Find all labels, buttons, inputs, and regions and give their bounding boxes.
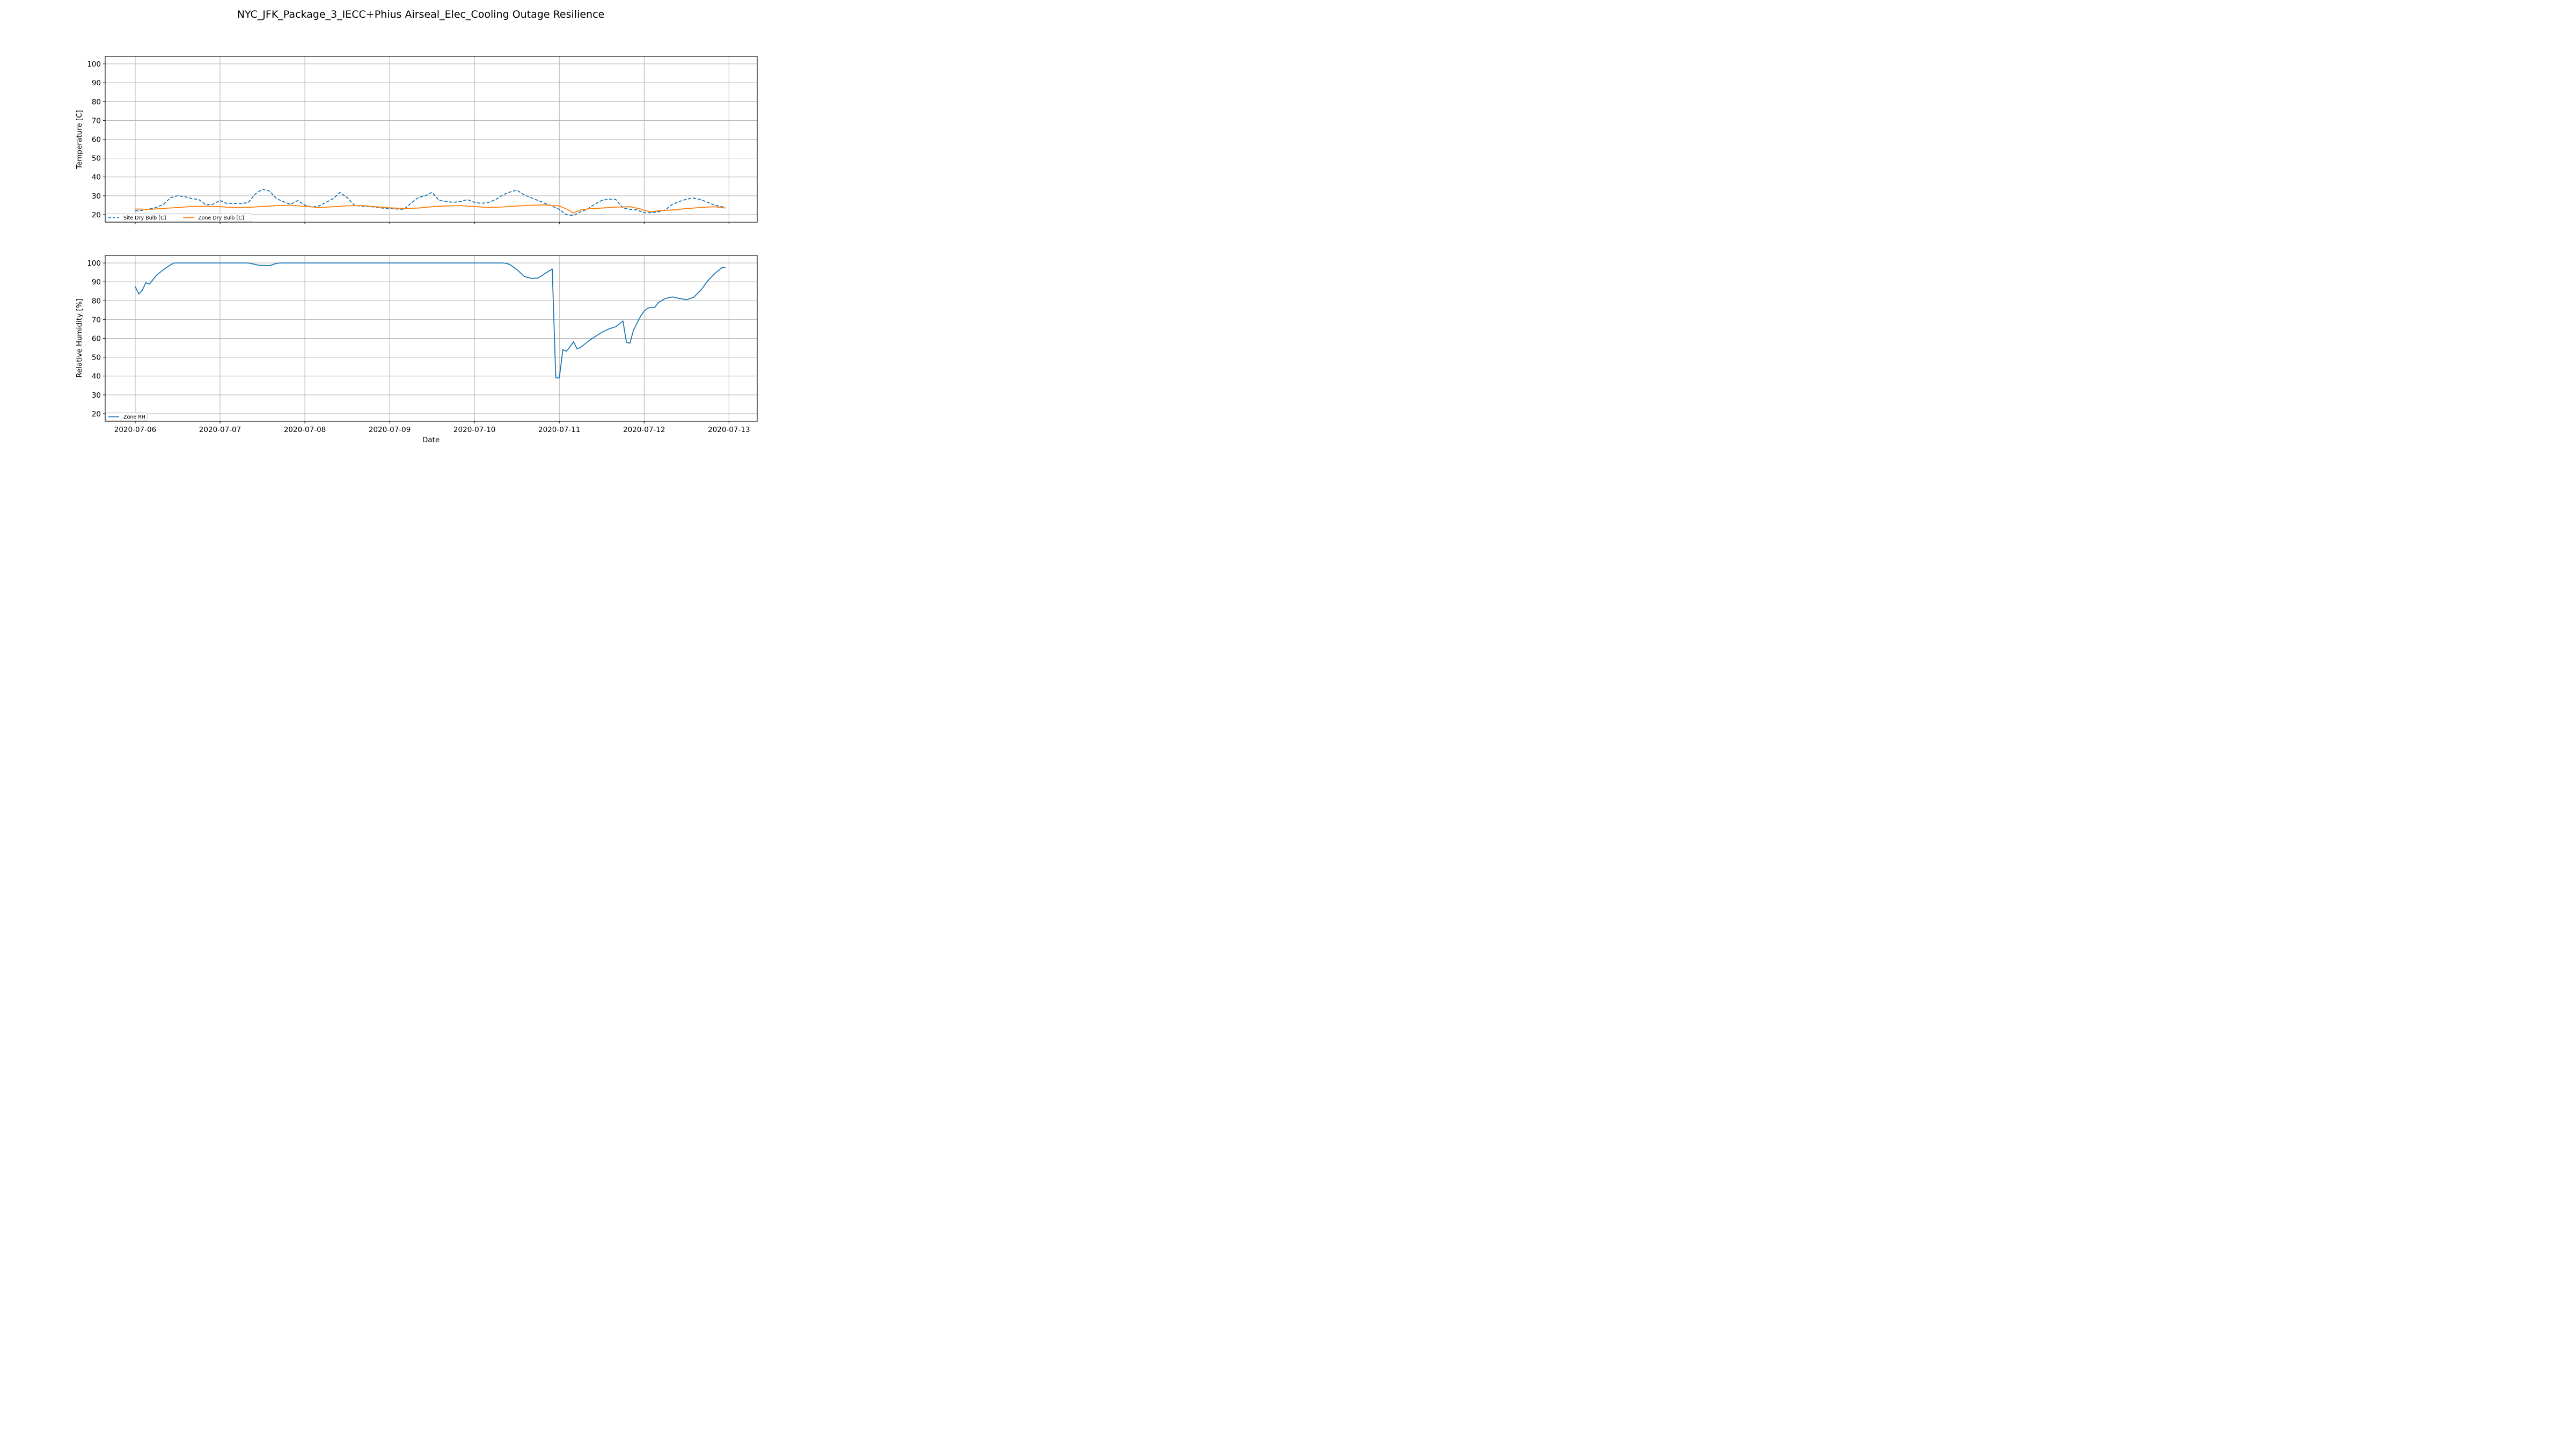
series-line-zone-rh bbox=[135, 262, 726, 379]
humidity-legend-box bbox=[105, 412, 148, 421]
temperature-y-tick-label: 90 bbox=[92, 79, 101, 87]
x-tick-label: 2020-07-13 bbox=[708, 426, 750, 434]
humidity-y-tick-label: 40 bbox=[92, 372, 101, 381]
temperature-y-tick-label: 40 bbox=[92, 173, 101, 182]
temperature-y-tick-label: 60 bbox=[92, 136, 101, 144]
temperature-y-tick-label: 70 bbox=[92, 116, 101, 125]
x-tick-label: 2020-07-10 bbox=[453, 426, 495, 434]
temperature-legend-label: Zone Dry Bulb [C] bbox=[198, 215, 244, 221]
humidity-y-tick-label: 100 bbox=[87, 259, 101, 268]
temperature-y-tick-label: 100 bbox=[87, 60, 101, 69]
series-line-zone-dry-bulb-c bbox=[135, 204, 726, 214]
humidity-axes: 20 30 40 50 60 70 80 90 100 2020-07-06 2020-07-07 2… bbox=[75, 255, 758, 444]
temperature-y-tick-label: 50 bbox=[92, 155, 101, 163]
x-tick-label: 2020-07-07 bbox=[199, 426, 241, 434]
humidity-y-tick-label: 50 bbox=[92, 354, 101, 362]
x-tick-label: 2020-07-08 bbox=[284, 426, 326, 434]
temperature-y-tick-label: 20 bbox=[92, 211, 101, 219]
humidity-y-tick-label: 30 bbox=[92, 391, 101, 400]
temperature-y-tick-label: 80 bbox=[92, 98, 101, 106]
temperature-legend-box bbox=[105, 213, 252, 222]
x-tick-label: 2020-07-09 bbox=[369, 426, 411, 434]
humidity-y-tick-label: 70 bbox=[92, 316, 101, 324]
temperature-y-tick-label: 30 bbox=[92, 192, 101, 201]
humidity-legend-label: Zone RH bbox=[123, 414, 145, 420]
x-tick-label: 2020-07-06 bbox=[114, 426, 156, 434]
x-tick-label: 2020-07-11 bbox=[538, 426, 580, 434]
x-tick-label: 2020-07-12 bbox=[623, 426, 665, 434]
humidity-y-tick-label: 80 bbox=[92, 297, 101, 305]
temperature-y-axis-label: Temperature [C] bbox=[75, 110, 84, 170]
series-line-site-dry-bulb-c bbox=[135, 188, 726, 216]
x-axis-label: Date bbox=[422, 436, 440, 444]
humidity-y-tick-label: 20 bbox=[92, 410, 101, 419]
figure: NYC_JFK_Package_3_IECC+Phius Airseal_Ele… bbox=[75, 9, 758, 444]
humidity-y-tick-label: 90 bbox=[92, 278, 101, 287]
humidity-y-axis-label: Relative Humidity [%] bbox=[75, 298, 84, 378]
humidity-y-tick-label: 60 bbox=[92, 335, 101, 343]
temperature-axes: 20 30 40 50 60 70 80 90 100 Temperature [C] Site… bbox=[75, 56, 758, 224]
chart-title: NYC_JFK_Package_3_IECC+Phius Airseal_Ele… bbox=[237, 9, 604, 20]
temperature-legend-label: Site Dry Bulb [C] bbox=[123, 215, 166, 221]
